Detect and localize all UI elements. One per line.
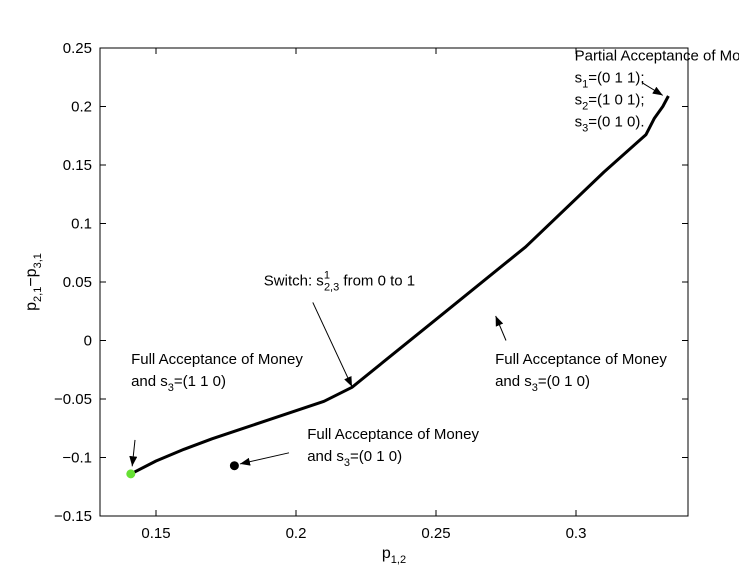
annotation: Partial Acceptance of Money s1=(0 1 1);s2… xyxy=(575,47,739,134)
annotation-text: s2=(1 0 1); xyxy=(575,91,645,112)
annotation-text: Full Acceptance of Money xyxy=(307,426,479,443)
annotation: Switch: s1 2,3 from 0 to 1 xyxy=(264,270,415,387)
series-layer xyxy=(130,95,670,476)
annotation-text: Full Acceptance of Money xyxy=(495,351,667,368)
y-tick-label: −0.1 xyxy=(62,450,92,467)
annotation-text: Full Acceptance of Money xyxy=(131,351,303,368)
annotation-arrow xyxy=(495,315,507,341)
annotation-arrow xyxy=(641,82,664,96)
y-tick-label: 0.25 xyxy=(63,40,92,57)
annotation-text: and s3=(0 1 0) xyxy=(307,448,402,469)
y-tick-label: 0.05 xyxy=(63,274,92,291)
annotation: Full Acceptance of Money and s3=(1 1 0) xyxy=(129,351,303,467)
annotation-text: Partial Acceptance of Money xyxy=(575,47,739,64)
y-tick-label: −0.15 xyxy=(54,508,92,525)
annotation-arrow xyxy=(312,302,353,387)
x-tick-label: 0.25 xyxy=(421,525,450,542)
points-layer xyxy=(126,461,239,479)
y-tick-label: 0.15 xyxy=(63,157,92,174)
annotation-text: and s3=(0 1 0) xyxy=(495,373,590,394)
axis-tick-labels: 0.15 0.2 0.25 0.3 −0.15 −0.1 −0.05 0 0.05 0.1 0.15… xyxy=(54,40,586,542)
y-tick-label: −0.05 xyxy=(54,391,92,408)
axis-ticks xyxy=(100,47,688,517)
annotation-text: Switch: s1 2,3 from 0 to 1 xyxy=(264,270,415,294)
y-tick-label: 0.2 xyxy=(71,99,92,116)
annotation-text: s3=(0 1 0). xyxy=(575,113,645,134)
annotation-arrow xyxy=(239,452,290,466)
annotation-arrow xyxy=(129,439,138,467)
annotation-text: and s3=(1 1 0) xyxy=(131,373,226,394)
annotation: Full Acceptance of Money and s3=(0 1 0) xyxy=(239,426,479,469)
annotation: Full Acceptance of Money and s3=(0 1 0) xyxy=(495,315,667,394)
x-axis-label: p1,2 xyxy=(382,545,406,566)
y-tick-label: 0.1 xyxy=(71,216,92,233)
data-point xyxy=(229,461,239,471)
annotations-layer: Partial Acceptance of Money s1=(0 1 1);s2… xyxy=(129,47,739,469)
y-axis-label: p2,1−p3,1 xyxy=(23,253,44,311)
y-tick-label: 0 xyxy=(84,333,92,350)
x-tick-label: 0.3 xyxy=(566,525,587,542)
data-point xyxy=(126,469,136,479)
series-line xyxy=(130,95,670,476)
annotation-text: s1=(0 1 1); xyxy=(575,69,645,90)
x-tick-label: 0.15 xyxy=(141,525,170,542)
x-tick-label: 0.2 xyxy=(286,525,307,542)
